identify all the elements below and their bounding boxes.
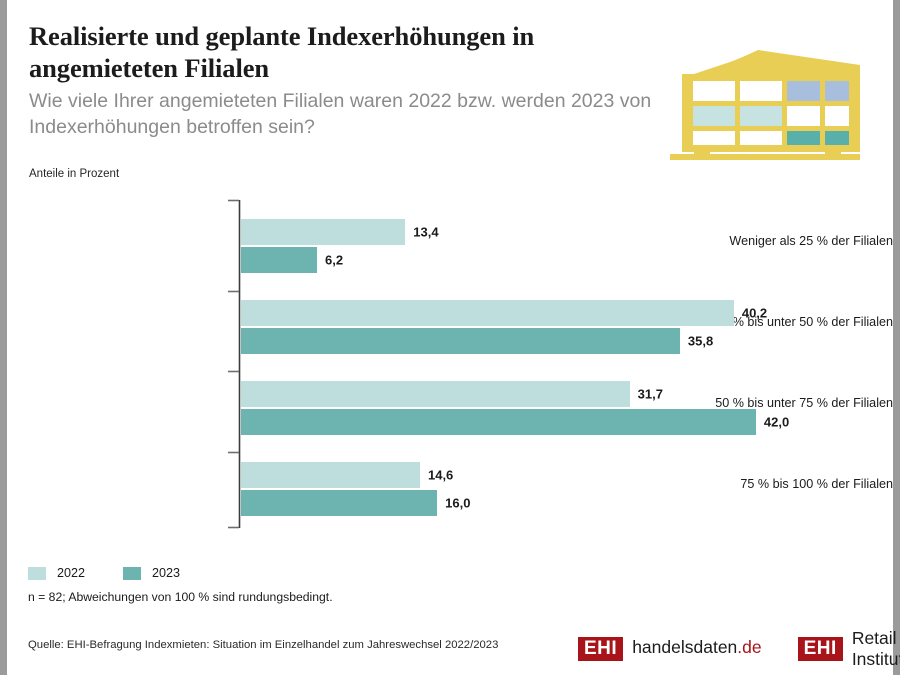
- bar-value-2022-1: 40,2: [741, 305, 768, 321]
- legend-swatch-2022: [28, 566, 46, 580]
- bar-2022-3: [241, 462, 420, 488]
- legend-item-2022: 2022: [28, 566, 85, 580]
- bar-2023-2: [241, 409, 756, 435]
- logo-word-handelsdaten: handelsdaten.de: [632, 637, 761, 658]
- bar-value-2022-0: 13,4: [413, 224, 439, 240]
- content-canvas: Realisierte und geplante Indexerhöhungen…: [7, 0, 900, 675]
- ehi-logo-mark-1: EHI: [578, 637, 624, 661]
- right-edge-rail: [893, 0, 900, 675]
- bar-value-2023-2: 42,0: [763, 414, 790, 430]
- left-edge-rail: [0, 0, 7, 675]
- bar-value-2023-1: 35,8: [687, 333, 714, 349]
- page-subtitle: Wie viele Ihrer angemieteten Filialen wa…: [29, 90, 652, 138]
- logo-suffix-de: .de: [737, 637, 762, 657]
- ehi-logo-mark-2: EHI: [797, 637, 843, 661]
- logo-retail-institute: EHI Retail Institute®: [797, 628, 900, 670]
- legend-swatch-2023: [123, 566, 142, 580]
- legend-item-2023: 2023: [123, 566, 180, 580]
- bar-2022-1: [241, 300, 734, 326]
- category-label-1: 25 % bis unter 50 % der Filialen: [715, 315, 893, 329]
- logo-handelsdaten: EHI handelsdaten.de: [578, 637, 762, 661]
- logo-word-text-1: handelsdaten: [632, 637, 738, 657]
- logo-word-text-2: Retail Institute: [851, 628, 900, 669]
- bar-2022-2: [241, 381, 630, 407]
- chart-footnote: n = 82; Abweichungen von 100 % sind rund…: [28, 590, 333, 604]
- category-label-0: Weniger als 25 % der Filialen: [729, 234, 893, 248]
- logo-group: EHI handelsdaten.de EHI Retail Institute…: [578, 628, 900, 670]
- bar-chart: Weniger als 25 % der Filialen 25 % bis u…: [7, 0, 893, 675]
- bar-2023-3: [241, 490, 438, 516]
- bar-value-2022-2: 31,7: [637, 386, 663, 402]
- bar-value-2022-3: 14,6: [427, 467, 454, 483]
- chart-legend: 2022 2023: [28, 566, 218, 580]
- legend-label-2023: 2023: [152, 566, 181, 580]
- category-label-3: 75 % bis 100 % der Filialen: [740, 477, 893, 491]
- category-label-2: 50 % bis unter 75 % der Filialen: [715, 396, 893, 410]
- bar-2023-0: [241, 247, 317, 273]
- legend-label-2022: 2022: [57, 566, 86, 580]
- building-icon: [670, 50, 860, 161]
- page-title: Realisierte und geplante Indexerhöhungen…: [29, 21, 535, 83]
- bar-value-2023-3: 16,0: [445, 495, 471, 511]
- bar-2023-1: [241, 328, 680, 354]
- logo-word-retail-institute: Retail Institute®: [852, 628, 900, 670]
- bar-value-2023-0: 6,2: [325, 252, 344, 268]
- bar-2022-0: [241, 219, 406, 245]
- source-line: Quelle: EHI-Befragung Indexmieten: Situa…: [28, 639, 499, 651]
- building-illustration: [662, 48, 867, 161]
- unit-note: Anteile in Prozent: [29, 168, 120, 180]
